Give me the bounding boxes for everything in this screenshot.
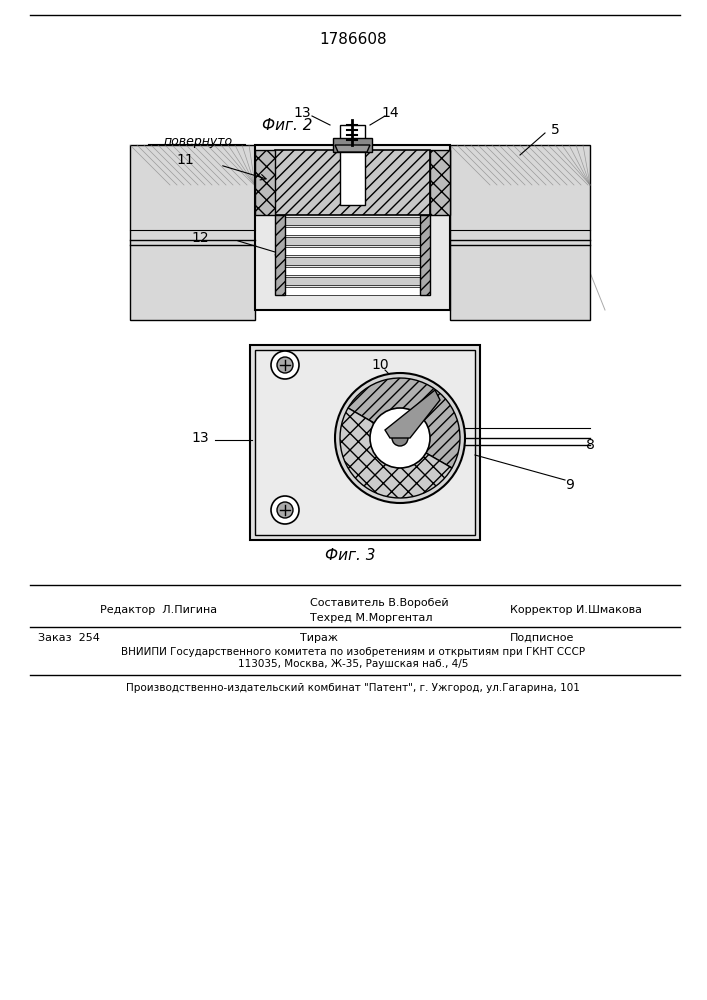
- Text: Редактор  Л.Пигина: Редактор Л.Пигина: [100, 605, 217, 615]
- Bar: [255, 145, 450, 310]
- Text: 10: 10: [371, 358, 389, 372]
- Circle shape: [392, 430, 408, 446]
- Text: 13: 13: [293, 106, 311, 120]
- Text: 12: 12: [191, 231, 209, 245]
- Bar: [340, 125, 365, 205]
- Bar: [255, 350, 475, 535]
- Bar: [285, 247, 420, 255]
- Bar: [285, 217, 420, 225]
- Circle shape: [277, 357, 293, 373]
- Circle shape: [370, 408, 430, 468]
- Text: Фиг. 2: Фиг. 2: [262, 117, 312, 132]
- Bar: [275, 150, 430, 215]
- Polygon shape: [450, 145, 590, 320]
- Text: 13: 13: [191, 431, 209, 445]
- Polygon shape: [130, 145, 255, 320]
- Bar: [285, 237, 420, 245]
- Circle shape: [277, 502, 293, 518]
- Bar: [285, 257, 420, 265]
- Bar: [285, 277, 420, 285]
- Bar: [430, 150, 450, 215]
- Text: Техред М.Моргентал: Техред М.Моргентал: [310, 613, 433, 623]
- Text: 5: 5: [551, 123, 559, 137]
- Bar: [285, 227, 420, 235]
- Polygon shape: [385, 390, 440, 438]
- Text: 11: 11: [176, 153, 194, 167]
- Polygon shape: [335, 145, 370, 152]
- Text: Подписное: Подписное: [510, 633, 574, 643]
- Bar: [255, 150, 275, 215]
- Bar: [250, 345, 480, 540]
- Bar: [285, 267, 420, 275]
- Text: Тираж: Тираж: [300, 633, 338, 643]
- Circle shape: [335, 373, 465, 503]
- Text: 113035, Москва, Ж-35, Раушская наб., 4/5: 113035, Москва, Ж-35, Раушская наб., 4/5: [238, 659, 468, 669]
- Text: 9: 9: [566, 478, 574, 492]
- Text: повернуто: повернуто: [163, 135, 233, 148]
- Text: Составитель В.Воробей: Составитель В.Воробей: [310, 598, 449, 608]
- Text: Корректор И.Шмакова: Корректор И.Шмакова: [510, 605, 642, 615]
- Wedge shape: [340, 408, 452, 498]
- Text: Заказ  254: Заказ 254: [38, 633, 100, 643]
- Bar: [420, 215, 430, 295]
- Wedge shape: [348, 378, 460, 468]
- Text: ВНИИПИ Государственного комитета по изобретениям и открытиям при ГКНТ СССР: ВНИИПИ Государственного комитета по изоб…: [121, 647, 585, 657]
- Bar: [275, 215, 285, 295]
- Circle shape: [271, 496, 299, 524]
- Text: 8: 8: [585, 438, 595, 452]
- Text: 1786608: 1786608: [319, 32, 387, 47]
- Circle shape: [271, 351, 299, 379]
- Text: Производственно-издательский комбинат "Патент", г. Ужгород, ул.Гагарина, 101: Производственно-издательский комбинат "П…: [126, 683, 580, 693]
- Bar: [285, 287, 420, 295]
- Text: Фиг. 3: Фиг. 3: [325, 548, 375, 562]
- Bar: [333, 138, 372, 152]
- Text: 14: 14: [381, 106, 399, 120]
